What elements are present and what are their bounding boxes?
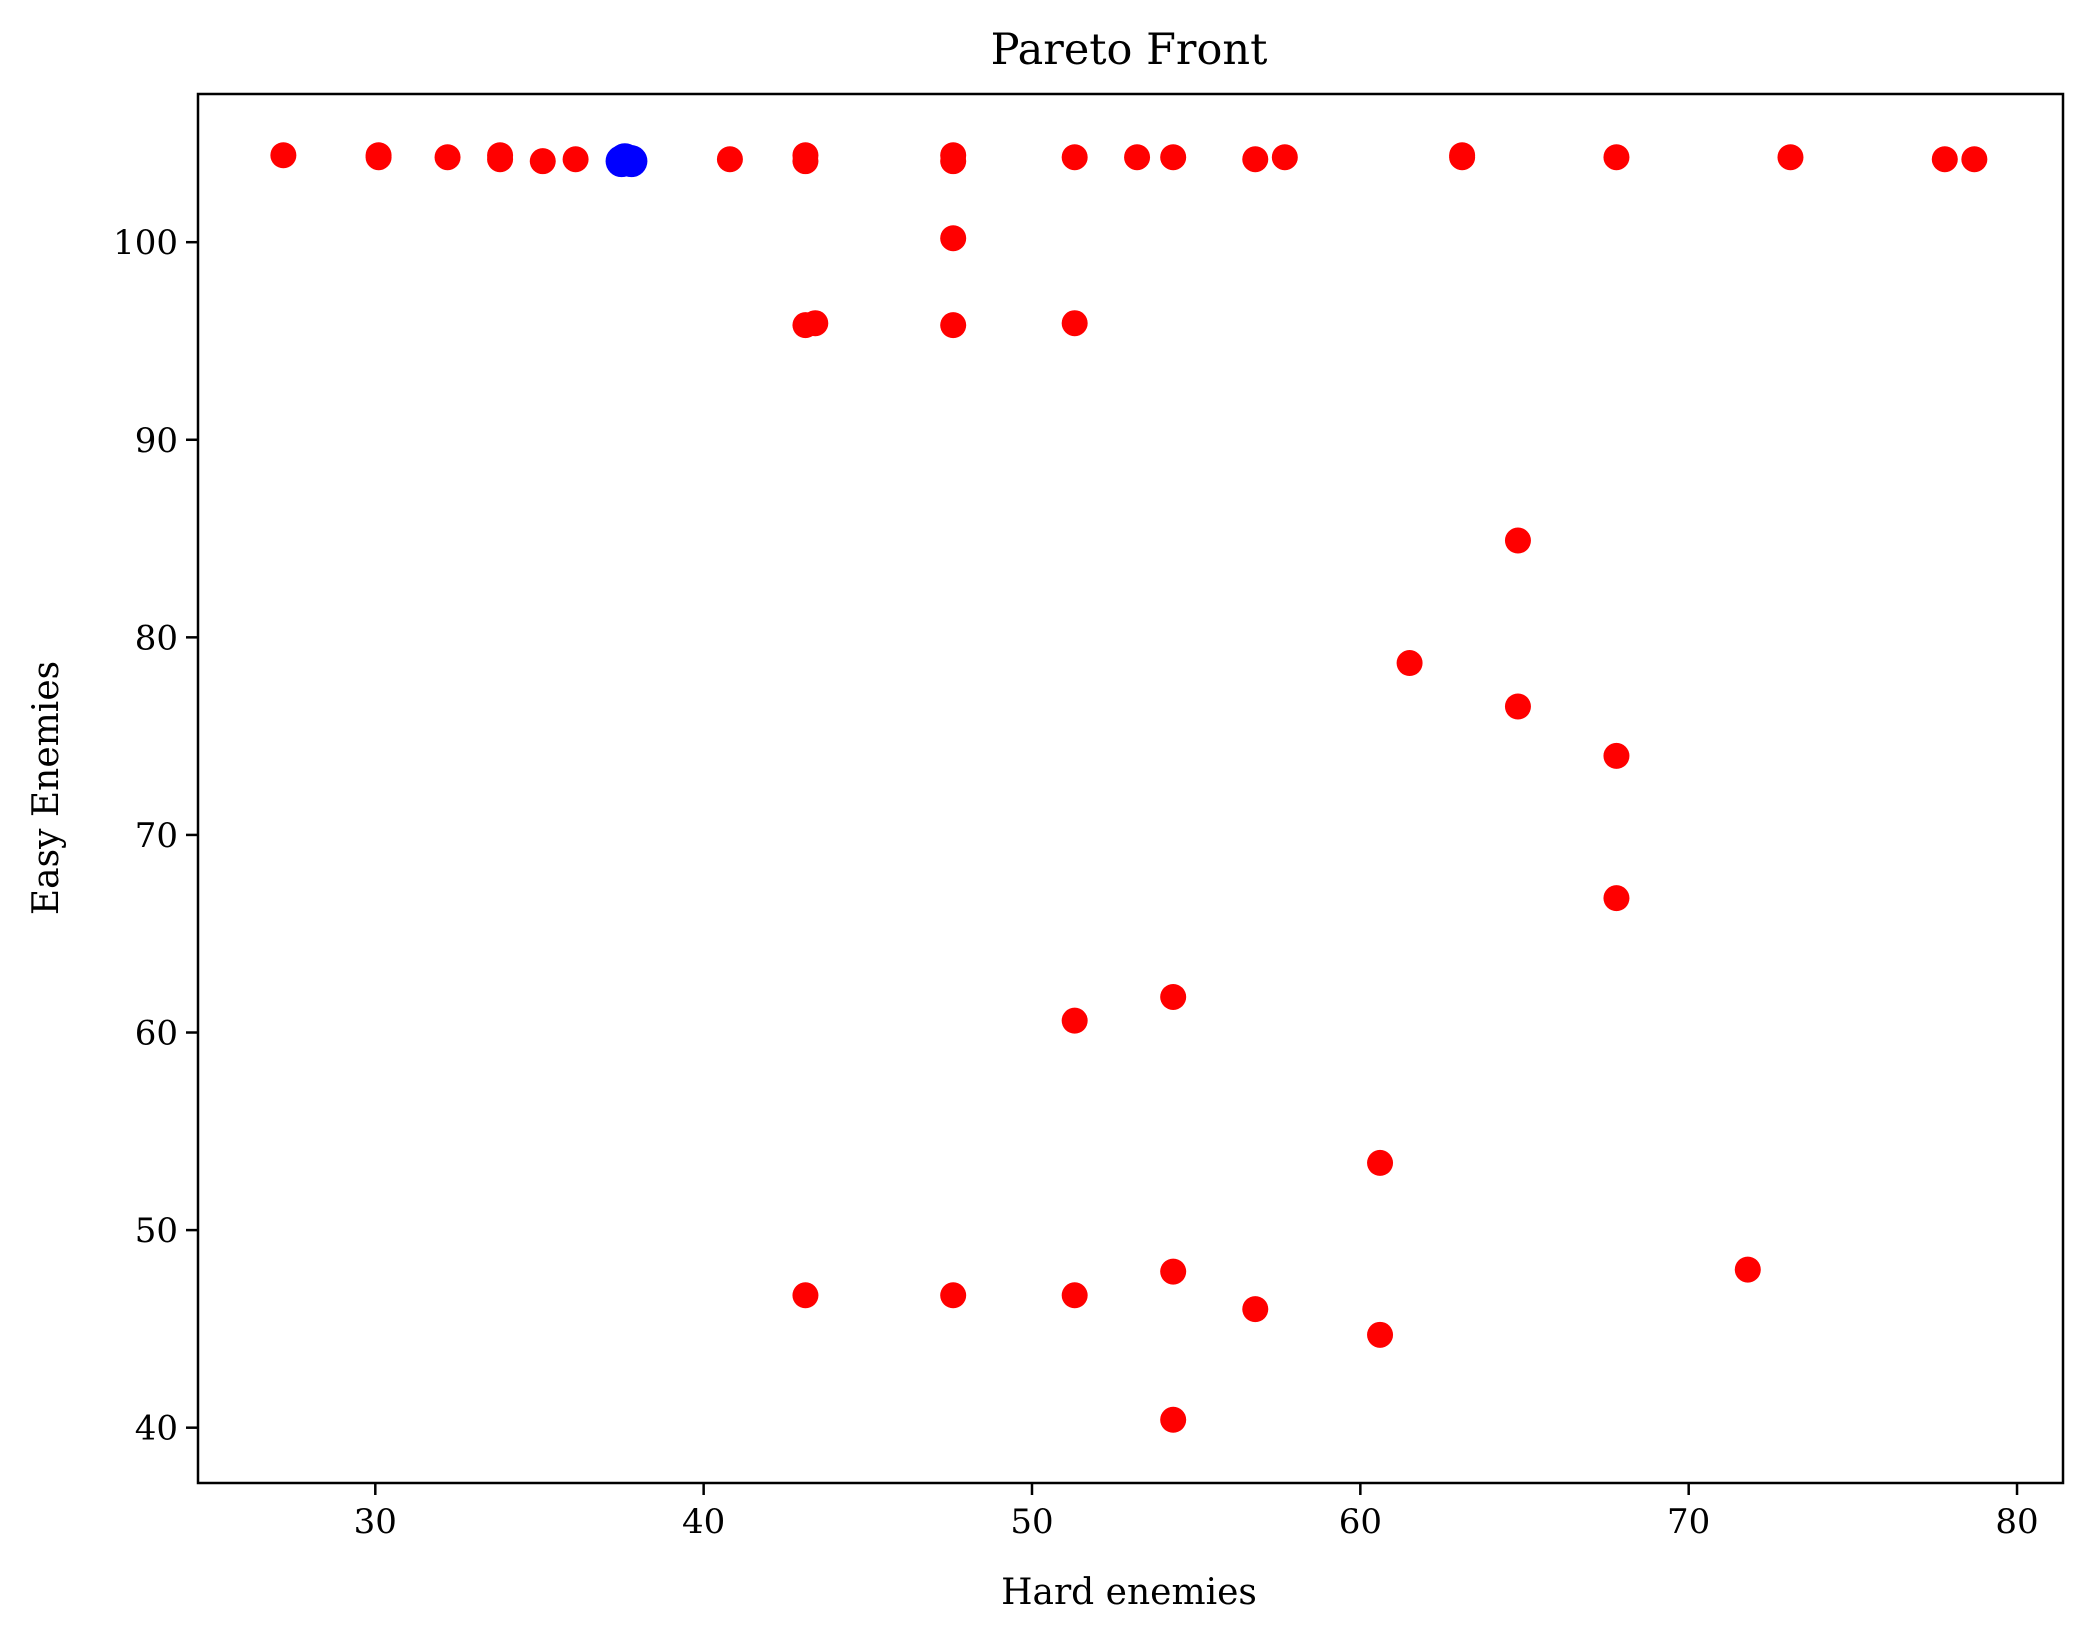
red-data-point xyxy=(487,142,514,169)
red-data-point xyxy=(792,1282,819,1309)
red-data-point xyxy=(1124,144,1151,171)
data-points xyxy=(270,142,1988,1433)
red-data-point xyxy=(1504,693,1531,720)
red-data-point xyxy=(940,1282,967,1309)
red-data-point xyxy=(1603,742,1630,769)
red-data-point xyxy=(1367,1321,1394,1348)
red-data-point xyxy=(1734,1256,1761,1283)
red-data-point xyxy=(1449,142,1476,169)
red-data-point xyxy=(1160,983,1187,1010)
x-tick-label: 60 xyxy=(1339,1502,1382,1542)
red-data-point xyxy=(1367,1149,1394,1176)
red-data-point xyxy=(434,144,461,171)
plot-area-frame xyxy=(196,92,2065,1485)
red-data-point xyxy=(365,142,392,169)
x-tick-label: 40 xyxy=(682,1502,725,1542)
red-data-point xyxy=(1061,144,1088,171)
red-data-point xyxy=(1160,1406,1187,1433)
x-tick-label: 80 xyxy=(1995,1502,2038,1542)
red-data-point xyxy=(1061,1007,1088,1034)
red-data-point xyxy=(1396,650,1423,677)
red-data-point xyxy=(1061,310,1088,337)
y-tick-label: 70 xyxy=(135,816,178,856)
red-data-point xyxy=(1961,146,1988,173)
y-axis-ticks: 40 50 60 70 80 90 100 xyxy=(113,223,198,1449)
x-axis-label: Hard enemies xyxy=(1001,1572,1257,1613)
x-tick-label: 30 xyxy=(354,1502,397,1542)
y-tick-label: 60 xyxy=(135,1014,178,1054)
red-data-point xyxy=(940,225,967,252)
red-data-point xyxy=(562,146,589,173)
red-data-point xyxy=(1931,146,1958,173)
red-data-point xyxy=(802,310,829,337)
y-tick-label: 90 xyxy=(135,421,178,461)
red-data-point xyxy=(940,142,967,169)
red-data-point xyxy=(1777,144,1804,171)
red-data-point xyxy=(1061,1282,1088,1309)
red-data-point xyxy=(529,148,556,175)
red-data-point xyxy=(716,146,743,173)
red-data-point xyxy=(940,312,967,339)
x-axis-ticks: 30 40 50 60 70 80 xyxy=(354,1483,2039,1542)
red-data-point xyxy=(1603,885,1630,912)
red-data-point xyxy=(792,142,819,169)
red-data-point xyxy=(1160,1258,1187,1285)
red-data-point xyxy=(1242,146,1269,173)
red-data-point xyxy=(1603,144,1630,171)
y-axis-label: Easy Enemies xyxy=(26,661,67,915)
chart-title: Pareto Front xyxy=(991,25,1268,75)
red-data-point xyxy=(1504,527,1531,554)
y-tick-label: 40 xyxy=(135,1409,178,1449)
y-tick-label: 50 xyxy=(135,1211,178,1251)
y-tick-label: 100 xyxy=(113,223,178,263)
red-data-point xyxy=(270,142,297,169)
x-tick-label: 50 xyxy=(1010,1502,1053,1542)
blue-data-point xyxy=(615,145,648,178)
red-data-point xyxy=(1242,1296,1269,1323)
y-tick-label: 80 xyxy=(135,618,178,658)
red-data-point xyxy=(1271,144,1298,171)
x-tick-label: 70 xyxy=(1667,1502,1710,1542)
red-data-point xyxy=(1160,144,1187,171)
